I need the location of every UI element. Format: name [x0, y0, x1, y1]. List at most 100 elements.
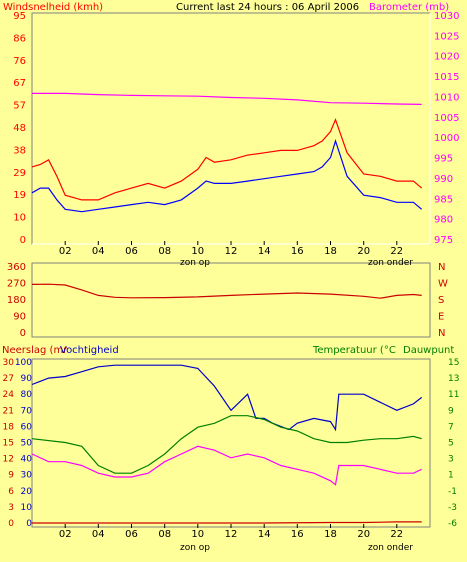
baro-tick-0: 1030: [434, 11, 459, 22]
panel-humidity-frame: [31, 358, 431, 528]
wind-tick-8: 19: [13, 190, 26, 201]
rain-tick-6: 12: [3, 455, 14, 465]
dir-compass-tick-3: E: [438, 312, 444, 323]
baro-tick-7: 995: [434, 154, 453, 165]
series-line-p1-0: [31, 118, 423, 201]
x-tick-bottom-8: 18: [324, 529, 337, 540]
dir-tick-4: 0: [20, 328, 26, 339]
baro-tick-3: 1015: [434, 72, 459, 83]
vochtigheid-label: Vochtigheid: [60, 345, 119, 356]
x-tick-bottom-7: 16: [291, 529, 304, 540]
humidity-tick-3: 70: [21, 406, 33, 416]
humidity-tick-8: 20: [21, 487, 33, 497]
baro-tick-8: 990: [434, 174, 453, 185]
wind-tick-5: 48: [13, 123, 26, 134]
x-tick-top-7: 16: [291, 246, 304, 257]
series-layer: [31, 92, 423, 524]
wind-tick-4: 57: [13, 101, 26, 112]
wind-tick-9: 10: [13, 213, 26, 224]
series-line-p1-2: [32, 92, 422, 105]
series-line-p3-2: [31, 445, 422, 486]
series-line-p2-0: [31, 283, 422, 299]
zon-op-label-bottom: zon op: [180, 543, 210, 553]
rain-tick-8: 6: [8, 487, 14, 497]
zon-onder-label-bottom: zon onder: [368, 543, 413, 553]
wind-tick-1: 86: [13, 33, 26, 44]
rain-tick-10: 0: [8, 519, 14, 529]
zon-op-label-top: zon op: [180, 258, 210, 268]
dir-tick-0: 360: [7, 262, 26, 273]
barometer-axis-label: Barometer (mb): [369, 2, 449, 13]
temp-tick-6: 3: [448, 455, 454, 465]
ticks-layer: 9586766757483829191001030102510201015101…: [3, 11, 460, 540]
x-tick-top-1: 04: [92, 246, 105, 257]
humidity-tick-4: 60: [21, 422, 33, 432]
humidity-tick-7: 30: [21, 471, 33, 481]
x-tick-bottom-6: 14: [258, 529, 271, 540]
humidity-tick-1: 90: [21, 374, 33, 384]
x-tick-bottom-0: 02: [59, 529, 72, 540]
panel-wind-frame: [31, 12, 431, 245]
rain-tick-4: 18: [3, 422, 15, 432]
series-line-p3-3: [32, 521, 422, 524]
series-line-p3-0: [31, 364, 423, 432]
x-tick-top-5: 12: [225, 246, 238, 257]
x-tick-top-2: 06: [125, 246, 138, 257]
x-tick-top-4: 10: [191, 246, 204, 257]
temp-tick-5: 5: [448, 439, 454, 449]
rain-tick-5: 15: [3, 439, 14, 449]
neerslag-label: Neerslag (mr: [2, 345, 68, 356]
x-tick-top-3: 08: [158, 246, 171, 257]
series-line-p1-1: [31, 139, 423, 213]
baro-tick-5: 1005: [434, 113, 459, 124]
x-tick-top-0: 02: [59, 246, 72, 257]
wind-tick-7: 29: [13, 168, 26, 179]
x-tick-bottom-4: 10: [191, 529, 204, 540]
dir-compass-tick-1: W: [438, 279, 448, 290]
panel-direction-frame: [31, 262, 431, 338]
temp-tick-9: -3: [448, 503, 457, 513]
temp-tick-2: 11: [448, 390, 459, 400]
baro-tick-4: 1010: [434, 93, 459, 104]
x-tick-bottom-5: 12: [225, 529, 238, 540]
dir-tick-1: 270: [7, 279, 26, 290]
temp-tick-10: -6: [448, 519, 457, 529]
humidity-tick-10: 0: [26, 519, 32, 529]
humidity-tick-2: 80: [21, 390, 33, 400]
dir-compass-tick-4: N: [438, 328, 445, 339]
humidity-tick-5: 50: [21, 439, 33, 449]
x-tick-bottom-9: 20: [357, 529, 370, 540]
series-line-p3-1: [31, 415, 422, 474]
rain-tick-1: 27: [3, 374, 14, 384]
rain-tick-0: 30: [3, 358, 15, 368]
wind-tick-0: 95: [13, 11, 26, 22]
dir-compass-tick-2: S: [438, 295, 444, 306]
baro-tick-10: 980: [434, 215, 453, 226]
x-tick-top-9: 20: [357, 246, 370, 257]
baro-tick-9: 985: [434, 194, 453, 205]
temp-tick-1: 13: [448, 374, 459, 384]
temp-tick-0: 15: [448, 358, 459, 368]
rain-tick-3: 21: [3, 406, 14, 416]
temp-tick-4: 7: [448, 422, 454, 432]
baro-tick-6: 1000: [434, 133, 459, 144]
x-tick-bottom-1: 04: [92, 529, 105, 540]
rain-tick-9: 3: [8, 503, 14, 513]
wind-speed-axis-label: Windsnelheid (kmh): [3, 2, 103, 13]
humidity-tick-6: 40: [21, 455, 33, 465]
chart-title: Current last 24 hours : 06 April 2006: [176, 2, 359, 13]
rain-tick-2: 24: [3, 390, 15, 400]
x-tick-top-8: 18: [324, 246, 337, 257]
wind-tick-2: 76: [13, 56, 26, 67]
wind-tick-10: 0: [20, 235, 26, 246]
baro-tick-11: 975: [434, 235, 453, 246]
temp-tick-3: 9: [448, 406, 454, 416]
dir-tick-3: 90: [13, 312, 26, 323]
wind-tick-3: 67: [13, 78, 26, 89]
x-tick-top-10: 22: [390, 246, 403, 257]
x-tick-top-6: 14: [258, 246, 271, 257]
zon-onder-label-top: zon onder: [368, 258, 413, 268]
temp-tick-8: -1: [448, 487, 457, 497]
